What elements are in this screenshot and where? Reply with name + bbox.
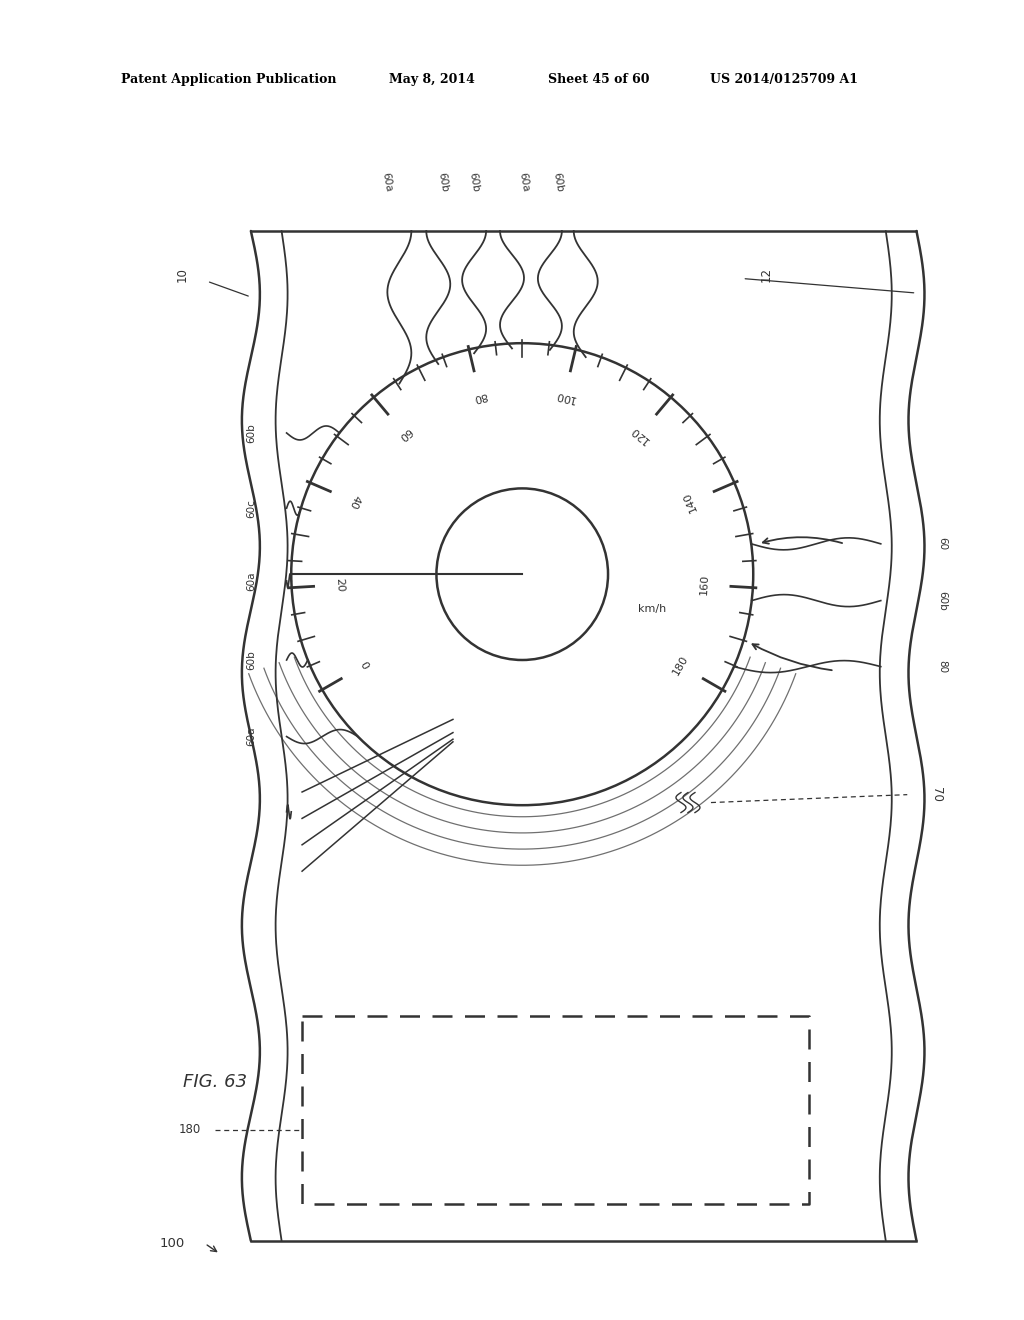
Text: 60c: 60c: [246, 499, 256, 517]
Text: 60: 60: [937, 537, 947, 550]
Text: May 8, 2014: May 8, 2014: [389, 73, 475, 86]
Text: 60a: 60a: [246, 727, 256, 746]
Text: 60: 60: [396, 425, 414, 442]
Text: 100: 100: [553, 389, 575, 404]
Text: 100: 100: [160, 1237, 184, 1250]
Text: km/h: km/h: [638, 603, 666, 614]
Text: US 2014/0125709 A1: US 2014/0125709 A1: [710, 73, 858, 86]
Text: 60b: 60b: [246, 424, 256, 442]
Text: 180: 180: [178, 1123, 201, 1137]
Text: 40: 40: [347, 494, 361, 511]
Text: 60a: 60a: [381, 172, 393, 193]
Text: 80: 80: [937, 660, 947, 673]
Text: 120: 120: [629, 424, 651, 445]
Text: 10: 10: [176, 267, 188, 282]
Text: 180: 180: [671, 653, 690, 677]
Text: 60a: 60a: [246, 572, 256, 590]
Text: 80: 80: [472, 389, 488, 403]
Text: 20: 20: [334, 577, 345, 593]
Text: 70: 70: [931, 787, 943, 803]
Text: 60b: 60b: [468, 172, 480, 193]
Text: 60b: 60b: [937, 591, 947, 610]
Text: 160: 160: [699, 574, 711, 595]
Text: FIG. 63: FIG. 63: [183, 1073, 247, 1092]
Text: 60a: 60a: [518, 172, 530, 193]
Text: Patent Application Publication: Patent Application Publication: [121, 73, 336, 86]
Text: 60b: 60b: [437, 172, 450, 193]
Text: 60b: 60b: [552, 172, 564, 193]
Text: 12: 12: [760, 267, 772, 282]
Text: 60b: 60b: [246, 651, 256, 669]
Text: 0: 0: [357, 660, 370, 672]
Text: 140: 140: [682, 490, 699, 513]
Text: Sheet 45 of 60: Sheet 45 of 60: [548, 73, 649, 86]
